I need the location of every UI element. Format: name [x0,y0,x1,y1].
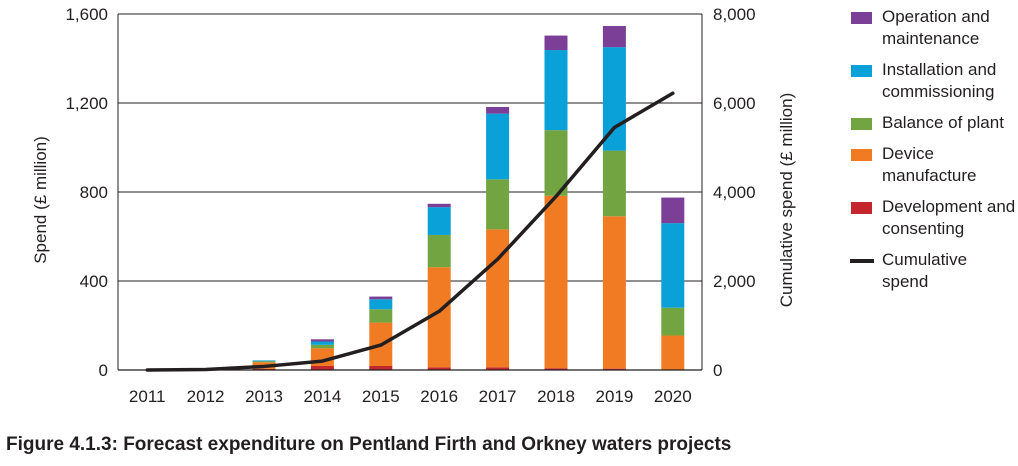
bar-segment [486,367,510,370]
legend-swatch-development [851,202,872,214]
legend-label-device: Device manufacture [882,144,977,185]
legend-swatch-device [851,149,872,161]
legend-label-development: Development and consenting [882,197,1016,238]
left-axis-ticks: 0 400 800 1,200 1,600 [65,5,108,380]
left-tick-label: 1,600 [65,5,108,24]
bar-segment [252,360,276,362]
left-tick-label: 0 [99,361,108,380]
legend-item-device: Device manufacture [848,143,1018,187]
bar-segment [369,365,393,370]
bar-segment [369,299,393,310]
bar-segment [310,341,334,345]
bar-segment [486,107,510,114]
bar-segment [427,234,451,268]
bar-segment [427,203,451,208]
bar-segment [544,130,568,196]
bar-segment [252,361,276,363]
bar-segment [486,113,510,180]
x-tick-label: 2016 [420,387,458,406]
x-tick-label: 2012 [187,387,225,406]
bar-segment [661,223,685,308]
left-tick-label: 1,200 [65,94,108,113]
legend-label-cumulative: Cumulative spend [882,250,968,291]
legend-item-operation: Operation and maintenance [848,6,1018,50]
right-axis-title: Cumulative spend (£ million) [777,93,796,307]
bar-segment [427,367,451,370]
bars [135,26,685,371]
bar-segment [602,150,626,217]
x-tick-label: 2014 [303,387,341,406]
right-tick-label: 4,000 [713,183,756,202]
legend-item-development: Development and consenting [848,196,1018,240]
bar-segment [310,339,334,342]
bar-segment [661,197,685,224]
right-tick-label: 8,000 [713,5,756,24]
right-tick-label: 0 [713,361,722,380]
right-axis-ticks: 0 2,000 4,000 6,000 8,000 [713,5,756,380]
cumulative-line [145,91,675,372]
right-tick-label: 2,000 [713,272,756,291]
left-tick-label: 800 [80,183,108,202]
bar-segment [602,216,626,369]
legend-swatch-installation [851,65,872,77]
legend: Operation and maintenance Installation a… [848,6,1018,302]
bar-segment [661,335,685,370]
x-tick-label: 2018 [537,387,575,406]
legend-line-cumulative [850,259,874,263]
x-tick-label: 2020 [654,387,692,406]
x-axis-ticks: 2011 2012 2013 2014 2015 2016 2017 2018 2019 2020 [129,387,692,406]
bar-segment [661,307,685,336]
legend-label-balance: Balance of plant [882,113,1004,132]
legend-item-cumulative: Cumulative spend [848,249,1018,293]
bar-segment [310,365,334,370]
legend-swatch-operation [851,12,872,24]
legend-label-installation: Installation and commissioning [882,60,997,101]
bar-segment [427,207,451,235]
x-tick-label: 2017 [479,387,517,406]
left-tick-label: 400 [80,272,108,291]
legend-swatch-balance [851,118,872,130]
axes [117,14,703,371]
legend-item-balance: Balance of plant [848,112,1018,134]
x-tick-label: 2015 [362,387,400,406]
bar-segment [369,296,393,300]
bar-segment [369,309,393,323]
x-tick-label: 2019 [595,387,633,406]
bar-segment [427,267,451,368]
left-axis-title: Spend (£ million) [31,136,50,264]
bar-segment [486,179,510,230]
bar-segment [310,344,334,349]
bar-segment [544,368,568,370]
cumulative-line-path [145,91,675,372]
right-tick-label: 6,000 [713,94,756,113]
bar-segment [544,50,568,131]
bar-segment [544,35,568,51]
x-tick-label: 2013 [245,387,283,406]
legend-item-installation: Installation and commissioning [848,59,1018,103]
bar-segment [602,26,626,48]
x-tick-label: 2011 [129,387,166,406]
bar-segment [544,195,568,369]
figure-caption: Figure 4.1.3: Forecast expenditure on Pe… [6,434,732,455]
bar-segment [602,368,626,370]
legend-label-operation: Operation and maintenance [882,7,990,48]
